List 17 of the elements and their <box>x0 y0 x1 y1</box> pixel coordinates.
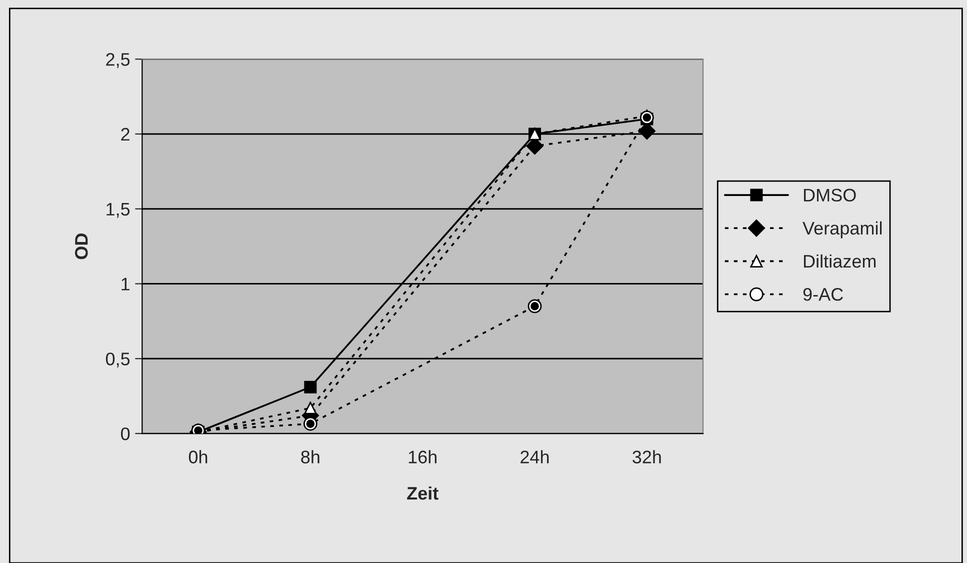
x-axis-title: Zeit <box>407 486 438 500</box>
y-tick-label: 0 <box>121 427 130 440</box>
x-tick-label: 32h <box>632 450 661 464</box>
y-tick-label: 1,5 <box>106 202 130 218</box>
legend-label: Verapamil <box>802 221 882 238</box>
legend-label: DMSO <box>804 188 856 202</box>
x-tick-label: 8h <box>301 450 320 464</box>
y-tick-label: 2,5 <box>106 53 130 68</box>
x-tick-label: 16h <box>408 450 436 464</box>
y-axis-title: OD <box>75 234 88 260</box>
x-tick-label: 24h <box>520 450 549 464</box>
y-tick-label: 0,5 <box>106 352 130 368</box>
y-tick-label: 2 <box>121 128 130 141</box>
legend-label: Diltiazem <box>804 254 876 268</box>
legend-label: 9-AC <box>803 288 843 301</box>
y-tick-label: 1 <box>122 278 130 290</box>
x-tick-label: 0h <box>188 450 208 464</box>
